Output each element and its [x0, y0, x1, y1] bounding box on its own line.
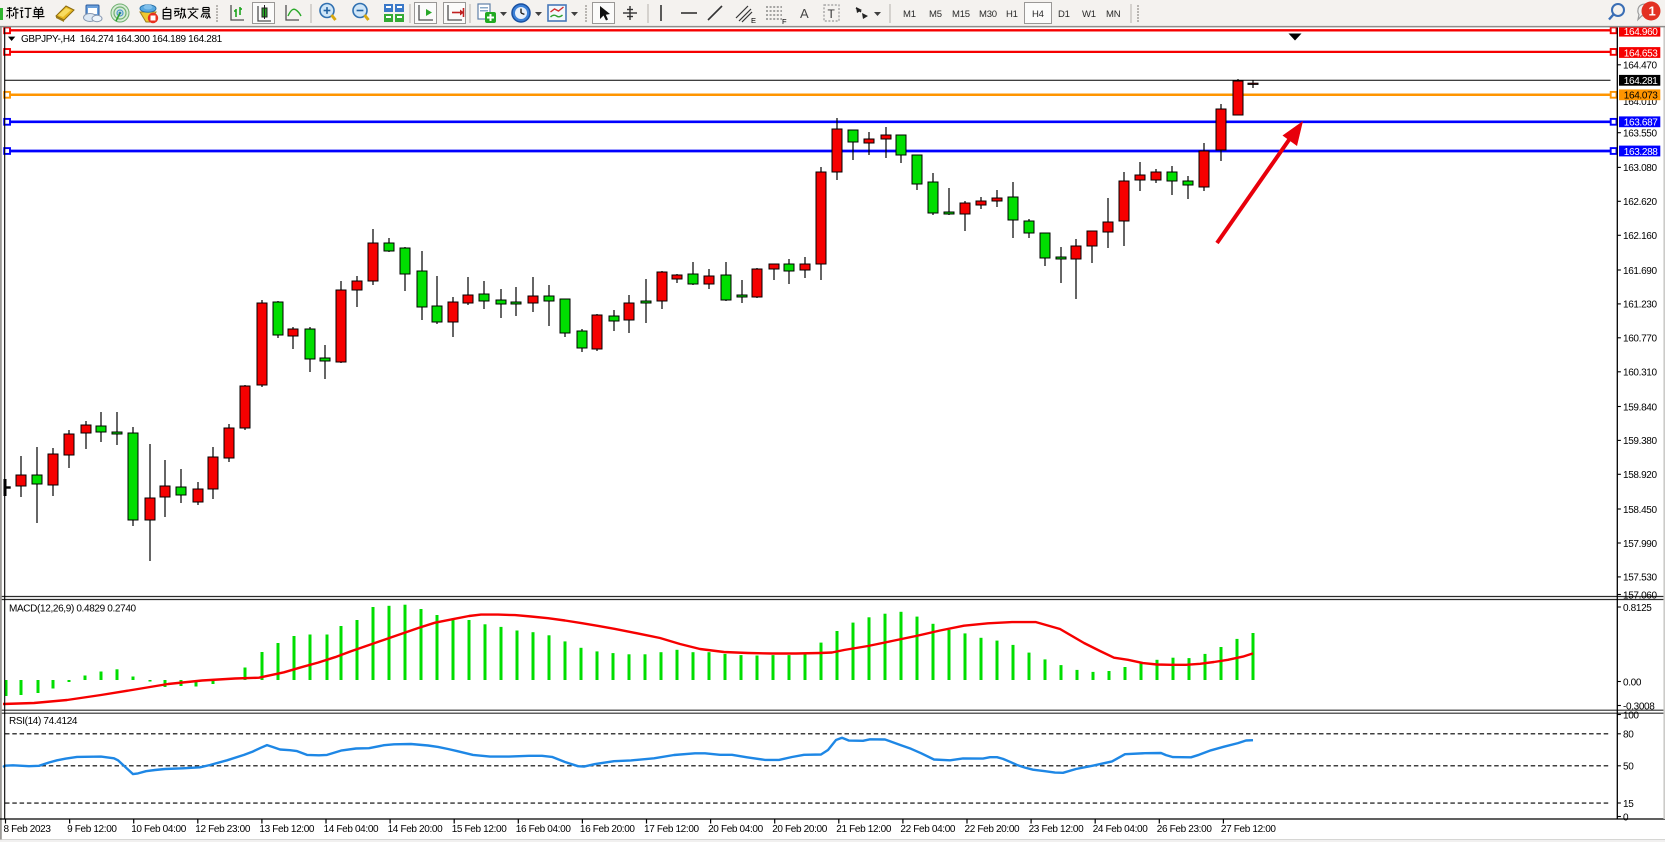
svg-text:15: 15 — [1623, 799, 1634, 810]
svg-text:22 Feb 20:00: 22 Feb 20:00 — [965, 824, 1021, 835]
svg-text:157.060: 157.060 — [1623, 590, 1657, 601]
svg-text:17 Feb 12:00: 17 Feb 12:00 — [644, 824, 700, 835]
svg-text:26 Feb 23:00: 26 Feb 23:00 — [1157, 824, 1213, 835]
svg-text:164.653: 164.653 — [1624, 48, 1658, 59]
svg-text:RSI(14) 74.4124: RSI(14) 74.4124 — [9, 716, 78, 727]
svg-text:20 Feb 20:00: 20 Feb 20:00 — [772, 824, 828, 835]
svg-text:10 Feb 04:00: 10 Feb 04:00 — [131, 824, 187, 835]
svg-text:22 Feb 04:00: 22 Feb 04:00 — [900, 824, 956, 835]
svg-text:80: 80 — [1623, 730, 1634, 741]
svg-text:H1: H1 — [1006, 9, 1018, 20]
svg-text:100: 100 — [1623, 710, 1639, 721]
svg-text:H4: H4 — [1032, 9, 1044, 20]
svg-text:157.990: 157.990 — [1623, 539, 1657, 550]
svg-text:F: F — [782, 17, 787, 26]
svg-text:1: 1 — [1649, 4, 1656, 19]
svg-text:163.288: 163.288 — [1624, 147, 1658, 158]
svg-text:-0.3008: -0.3008 — [1623, 701, 1655, 712]
svg-text:16 Feb 04:00: 16 Feb 04:00 — [516, 824, 572, 835]
svg-text:23 Feb 12:00: 23 Feb 12:00 — [1029, 824, 1085, 835]
svg-text:163.687: 163.687 — [1624, 118, 1658, 129]
svg-text:161.690: 161.690 — [1623, 266, 1657, 277]
svg-text:158.450: 158.450 — [1623, 505, 1657, 516]
svg-text:157.530: 157.530 — [1623, 573, 1657, 584]
svg-text:0.8125: 0.8125 — [1623, 603, 1652, 614]
svg-text:0: 0 — [1623, 812, 1629, 823]
svg-text:M5: M5 — [929, 9, 942, 20]
svg-text:M15: M15 — [952, 9, 970, 20]
svg-text:161.230: 161.230 — [1623, 300, 1657, 311]
svg-text:MN: MN — [1106, 9, 1121, 20]
svg-text:162.160: 162.160 — [1623, 231, 1657, 242]
svg-text:164.281: 164.281 — [1624, 76, 1658, 87]
svg-text:164.470: 164.470 — [1623, 61, 1657, 72]
svg-text:24 Feb 04:00: 24 Feb 04:00 — [1093, 824, 1149, 835]
svg-text:12 Feb 23:00: 12 Feb 23:00 — [195, 824, 251, 835]
svg-text:T: T — [828, 7, 836, 21]
svg-text:21 Feb 12:00: 21 Feb 12:00 — [836, 824, 892, 835]
svg-text:9 Feb 12:00: 9 Feb 12:00 — [67, 824, 117, 835]
svg-text:0.00: 0.00 — [1623, 677, 1642, 688]
svg-text:GBPJPY-,H4 164.274 164.300 16: GBPJPY-,H4 164.274 164.300 164.189 164.2… — [21, 34, 223, 45]
svg-text:14 Feb 04:00: 14 Feb 04:00 — [324, 824, 380, 835]
svg-text:M30: M30 — [979, 9, 997, 20]
svg-text:159.380: 159.380 — [1623, 436, 1657, 447]
svg-text:20 Feb 04:00: 20 Feb 04:00 — [708, 824, 764, 835]
svg-text:164.010: 164.010 — [1623, 97, 1657, 108]
svg-text:15 Feb 12:00: 15 Feb 12:00 — [452, 824, 508, 835]
svg-text:14 Feb 20:00: 14 Feb 20:00 — [388, 824, 444, 835]
svg-text:50: 50 — [1623, 762, 1634, 773]
svg-text:164.960: 164.960 — [1624, 27, 1658, 38]
svg-text:162.620: 162.620 — [1623, 197, 1657, 208]
svg-text:MACD(12,26,9) 0.4829 0.2740: MACD(12,26,9) 0.4829 0.2740 — [9, 604, 137, 615]
svg-text:16 Feb 20:00: 16 Feb 20:00 — [580, 824, 636, 835]
svg-text:W1: W1 — [1082, 9, 1096, 20]
svg-text:163.080: 163.080 — [1623, 163, 1657, 174]
svg-text:164.073: 164.073 — [1624, 91, 1658, 102]
svg-text:E: E — [751, 16, 756, 25]
svg-text:M1: M1 — [903, 9, 916, 20]
svg-text:A: A — [800, 6, 809, 21]
svg-text:160.310: 160.310 — [1623, 368, 1657, 379]
svg-text:159.840: 159.840 — [1623, 402, 1657, 413]
svg-text:160.770: 160.770 — [1623, 334, 1657, 345]
svg-text:158.920: 158.920 — [1623, 470, 1657, 481]
svg-text:163.550: 163.550 — [1623, 129, 1657, 140]
svg-text:13 Feb 12:00: 13 Feb 12:00 — [259, 824, 315, 835]
svg-text:27 Feb 12:00: 27 Feb 12:00 — [1221, 824, 1277, 835]
svg-text:D1: D1 — [1058, 9, 1070, 20]
svg-text:8 Feb 2023: 8 Feb 2023 — [4, 824, 52, 835]
